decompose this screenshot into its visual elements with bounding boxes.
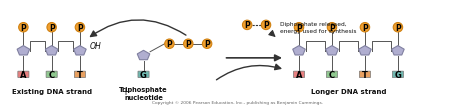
Text: P: P (185, 40, 191, 49)
Polygon shape (293, 46, 305, 55)
Text: P: P (395, 24, 401, 32)
Text: Diphosphate released,
energy used for synthesis: Diphosphate released, energy used for sy… (280, 22, 356, 34)
Circle shape (243, 21, 252, 30)
Circle shape (165, 40, 174, 49)
Text: Longer DNA strand: Longer DNA strand (311, 88, 386, 94)
Text: +: + (121, 86, 128, 96)
Circle shape (18, 23, 28, 33)
Polygon shape (73, 46, 86, 55)
Text: Existing DNA strand: Existing DNA strand (11, 88, 91, 94)
Polygon shape (392, 46, 404, 55)
Polygon shape (17, 46, 30, 55)
FancyBboxPatch shape (392, 71, 403, 78)
Text: P: P (49, 24, 55, 32)
Text: G: G (394, 70, 401, 79)
Text: P: P (204, 40, 210, 49)
Text: P: P (296, 24, 302, 32)
Text: P: P (20, 24, 26, 32)
Text: C: C (329, 70, 335, 79)
Polygon shape (326, 46, 338, 55)
Circle shape (393, 23, 402, 33)
Circle shape (327, 23, 337, 33)
Circle shape (202, 40, 212, 49)
Text: P: P (166, 40, 173, 49)
Polygon shape (46, 46, 58, 55)
Text: T: T (362, 70, 368, 79)
FancyBboxPatch shape (46, 71, 57, 78)
Circle shape (183, 40, 193, 49)
Text: T: T (77, 70, 83, 79)
Text: C: C (49, 70, 55, 79)
FancyBboxPatch shape (74, 71, 85, 78)
Text: A: A (20, 70, 27, 79)
Text: P: P (362, 24, 368, 32)
Text: P: P (263, 21, 269, 30)
Text: P: P (329, 24, 335, 32)
Polygon shape (137, 51, 150, 60)
FancyBboxPatch shape (359, 71, 371, 78)
Circle shape (261, 21, 271, 30)
Circle shape (294, 23, 304, 33)
Circle shape (47, 23, 56, 33)
FancyBboxPatch shape (18, 71, 29, 78)
Polygon shape (359, 46, 371, 55)
Text: OH: OH (89, 41, 101, 50)
FancyBboxPatch shape (138, 71, 149, 78)
Circle shape (75, 23, 85, 33)
Text: P: P (77, 24, 83, 32)
Text: Copyright © 2006 Pearson Education, Inc., publishing as Benjamin Cummings.: Copyright © 2006 Pearson Education, Inc.… (152, 101, 323, 105)
FancyBboxPatch shape (293, 71, 305, 78)
Text: G: G (140, 70, 147, 79)
FancyBboxPatch shape (327, 71, 337, 78)
Circle shape (360, 23, 370, 33)
Text: P: P (244, 21, 250, 30)
Text: A: A (296, 70, 302, 79)
Text: Triphosphate
nucleotide: Triphosphate nucleotide (119, 86, 168, 100)
